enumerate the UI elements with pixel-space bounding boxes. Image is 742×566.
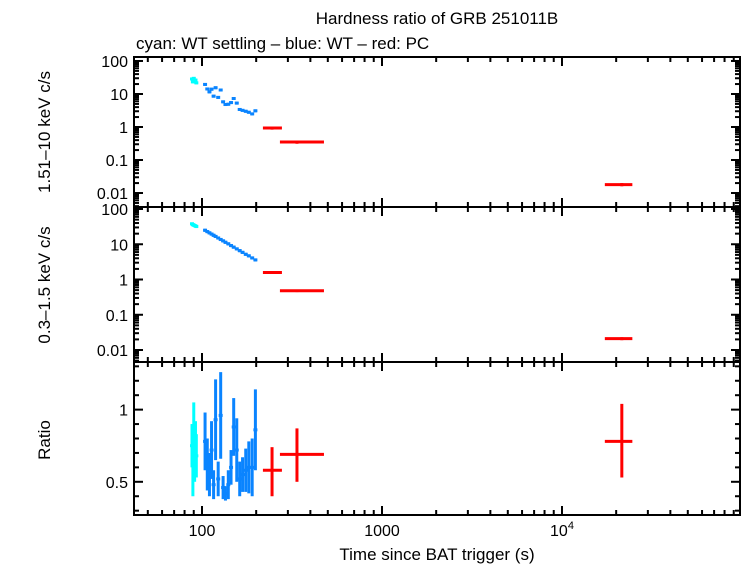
y-axis-label-soft: 0.3–1.5 keV c/s xyxy=(35,226,54,343)
y-tick-label: 0.5 xyxy=(106,475,128,492)
y-axis-label-hard: 1.51–10 keV c/s xyxy=(35,71,54,193)
y-tick-label: 1 xyxy=(119,273,128,290)
y-tick-label: 0.01 xyxy=(97,186,128,203)
chart-subtitle: cyan: WT settling – blue: WT – red: PC xyxy=(136,34,429,53)
x-axis-label: Time since BAT trigger (s) xyxy=(339,545,534,564)
y-tick-label: 10 xyxy=(110,87,128,104)
y-tick-label: 100 xyxy=(101,202,128,219)
y-tick-label: 10 xyxy=(110,237,128,254)
panel-frame xyxy=(133,56,741,208)
panel-frame xyxy=(133,206,741,363)
y-tick-label: 0.1 xyxy=(106,153,128,170)
x-tick-label: 100 xyxy=(189,523,216,540)
y-tick-label: 100 xyxy=(101,54,128,71)
y-tick-label: 1 xyxy=(119,403,128,420)
y-axis-label-ratio: Ratio xyxy=(35,420,54,460)
x-tick-label: 104 xyxy=(550,520,574,540)
y-tick-label: 0.01 xyxy=(97,343,128,360)
x-tick-label: 1000 xyxy=(364,523,400,540)
chart-title: Hardness ratio of GRB 251011B xyxy=(316,9,559,28)
y-tick-label: 1 xyxy=(119,120,128,137)
y-tick-label: 0.1 xyxy=(106,308,128,325)
